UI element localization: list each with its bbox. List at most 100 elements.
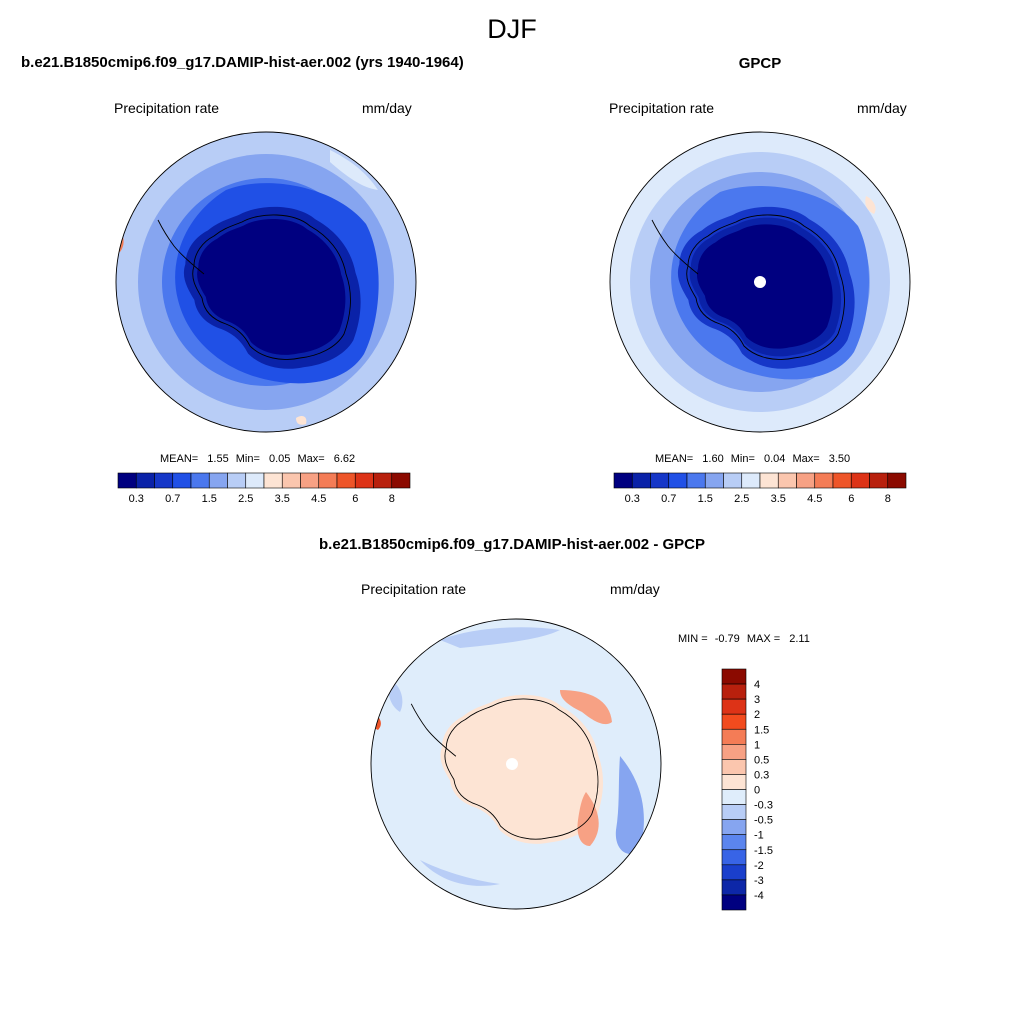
obs-colorbar-box (796, 472, 816, 489)
obs-colorbar-box (759, 472, 779, 489)
model-units-label: mm/day (362, 100, 412, 116)
diff-colorbar-box (721, 683, 747, 700)
figure-title: DJF (487, 14, 537, 44)
model-max-label: Max= (297, 453, 325, 465)
model-stats: MEAN= 1.55 Min= 0.05 Max= 6.62 (160, 453, 355, 465)
obs-colorbar-box (668, 472, 688, 489)
obs-min-label: Min= (730, 453, 755, 465)
obs-colorbar-tick-label: 1.5 (698, 493, 713, 505)
diff-colorbar-tick-label: 1.5 (754, 724, 769, 736)
diff-missing-pole (506, 758, 518, 770)
obs-min-value: 0.04 (763, 453, 786, 465)
obs-colorbar-box (650, 472, 670, 489)
diff-colorbar-box (721, 728, 747, 745)
obs-colorbar-box (613, 472, 633, 489)
diff-colorbar-tick-label: 1 (754, 739, 760, 751)
obs-colorbar-box (686, 472, 706, 489)
model-colorbar-box (281, 472, 301, 489)
diff-colorbar-tick-label: -2 (754, 860, 764, 872)
obs-colorbar-tick-label: 8 (885, 493, 891, 505)
diff-colorbar-box (721, 834, 747, 851)
diff-max-value: 2.11 (789, 633, 810, 645)
model-colorbar-box (263, 472, 283, 489)
model-variable-label: Precipitation rate (114, 100, 220, 116)
model-colorbar-box (172, 472, 192, 489)
obs-colorbar: 0.3 0.7 1.5 2.5 3.5 4.5 6 8 (613, 472, 907, 505)
model-colorbar-box (245, 472, 265, 489)
model-colorbar-tick-label: 0.3 (129, 493, 144, 505)
model-colorbar-box (354, 472, 374, 489)
model-colorbar-box (336, 472, 356, 489)
diff-minmax: MIN = -0.79 MAX = 2.11 (678, 633, 810, 645)
diff-units-label: mm/day (610, 581, 660, 597)
model-colorbar-tick-label: 0.7 (165, 493, 180, 505)
model-max-value: 6.62 (333, 453, 356, 465)
diff-colorbar-tick-label: 0.5 (754, 754, 769, 766)
obs-colorbar-box (723, 472, 743, 489)
diff-colorbar-box (721, 849, 747, 866)
diff-panel-title: b.e21.B1850cmip6.f09_g17.DAMIP-hist-aer.… (318, 536, 706, 553)
diff-colorbar-box (721, 789, 747, 805)
obs-map (609, 131, 911, 433)
model-mean-label: MEAN= (160, 453, 199, 465)
diff-colorbar-tick-label: -0.5 (754, 815, 773, 827)
obs-stats: MEAN= 1.60 Min= 0.04 Max= 3.50 (655, 453, 850, 465)
obs-missing-pole (754, 276, 766, 288)
diff-variable-label: Precipitation rate (361, 581, 467, 597)
diff-colorbar-tick-label: 0 (754, 785, 760, 797)
model-min-value: 0.05 (268, 453, 291, 465)
model-colorbar-box (117, 472, 137, 489)
model-colorbar-box (300, 472, 320, 489)
model-colorbar-tick-label: 8 (389, 493, 395, 505)
model-colorbar-tick-label: 4.5 (311, 493, 326, 505)
diff-colorbar-box (721, 759, 747, 775)
model-colorbar-box (391, 472, 411, 489)
diff-colorbar-tick-label: -0.3 (754, 800, 773, 812)
obs-mean-value: 1.60 (702, 453, 724, 465)
diff-colorbar-tick-label: -4 (754, 890, 764, 902)
model-colorbar: 0.3 0.7 1.5 2.5 3.5 4.5 6 8 (117, 472, 411, 505)
obs-max-label: Max= (792, 453, 820, 465)
diff-colorbar-box (721, 894, 747, 911)
obs-colorbar-tick-label: 0.7 (661, 493, 676, 505)
model-colorbar-tick-label: 2.5 (238, 493, 253, 505)
model-colorbar-box (227, 472, 247, 489)
model-colorbar-box (154, 472, 174, 489)
obs-variable-label: Precipitation rate (609, 100, 715, 116)
obs-colorbar-box (631, 472, 651, 489)
obs-colorbar-tick-label: 3.5 (771, 493, 786, 505)
model-colorbar-tick-label: 3.5 (275, 493, 290, 505)
diff-colorbar-tick-label: 2 (754, 709, 760, 721)
diff-colorbar-box (721, 819, 747, 835)
diff-colorbar-tick-label: 3 (754, 694, 760, 706)
diff-colorbar-box (721, 879, 747, 896)
model-colorbar-box (318, 472, 338, 489)
obs-panel-title: GPCP (738, 55, 782, 72)
diff-colorbar-tick-label: 0.3 (754, 769, 769, 781)
diff-colorbar-box (721, 668, 747, 685)
model-mean-value: 1.55 (207, 453, 229, 465)
diff-colorbar-tick-label: -3 (754, 875, 764, 887)
obs-colorbar-box (869, 472, 889, 489)
model-panel-title: b.e21.B1850cmip6.f09_g17.DAMIP-hist-aer.… (21, 54, 464, 71)
model-colorbar-box (135, 472, 155, 489)
diff-min-value: -0.79 (714, 633, 740, 645)
diff-colorbar-box (721, 804, 747, 820)
obs-mean-label: MEAN= (655, 453, 694, 465)
obs-colorbar-tick-label: 6 (848, 493, 854, 505)
obs-colorbar-box (777, 472, 797, 489)
model-min-label: Min= (235, 453, 260, 465)
obs-colorbar-box (850, 472, 870, 489)
diff-colorbar-tick-label: -1 (754, 830, 764, 842)
diff-colorbar-box (721, 744, 747, 760)
model-colorbar-box (190, 472, 210, 489)
diff-colorbar-box (721, 713, 747, 730)
model-map (115, 131, 417, 433)
diff-colorbar-box (721, 864, 747, 881)
model-colorbar-box (208, 472, 228, 489)
diff-colorbar-box (721, 774, 747, 790)
obs-colorbar-tick-label: 4.5 (807, 493, 822, 505)
obs-max-value: 3.50 (828, 453, 851, 465)
obs-colorbar-box (704, 472, 724, 489)
